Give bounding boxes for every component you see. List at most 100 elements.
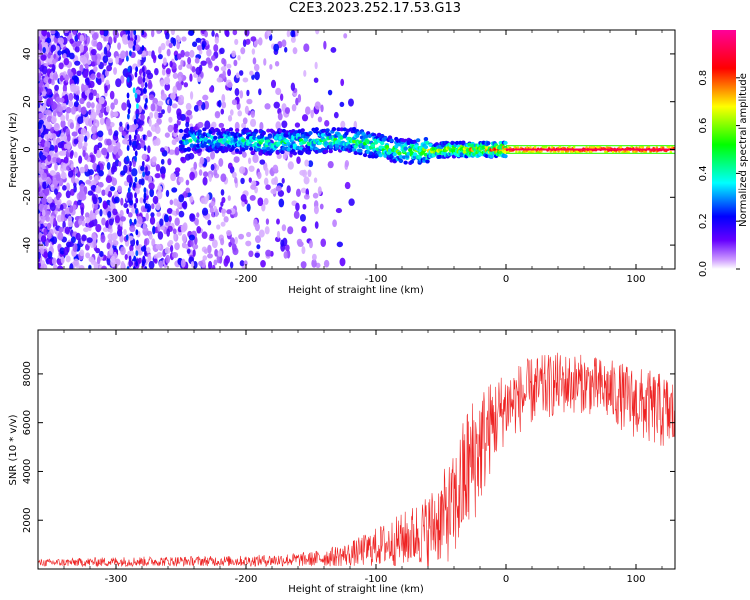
heat-cell: [251, 48, 256, 55]
heat-cell: [486, 141, 491, 146]
heat-cell: [40, 54, 47, 61]
heat-cell: [234, 148, 240, 153]
heat-cell: [214, 36, 220, 44]
heat-cell: [267, 134, 273, 139]
heat-cell: [238, 150, 243, 155]
heat-cell: [250, 184, 257, 190]
heat-cell: [254, 235, 262, 244]
heat-cell: [57, 215, 62, 223]
heat-cell: [115, 55, 119, 65]
heat-cell: [284, 107, 291, 114]
heat-cell: [69, 263, 74, 269]
heat-cell: [529, 146, 532, 149]
heat-cell: [168, 215, 172, 222]
heat-cell: [234, 236, 238, 245]
heat-cell: [344, 160, 350, 168]
heat-cell: [241, 151, 247, 158]
heat-cell: [238, 133, 243, 138]
heat-cell: [261, 131, 266, 136]
heat-cell: [79, 34, 85, 42]
heat-cell: [46, 31, 51, 39]
heat-cell: [146, 130, 152, 138]
heat-cell: [49, 170, 56, 176]
heat-cell: [45, 210, 51, 217]
heat-cell: [227, 81, 233, 89]
heat-cell: [80, 206, 84, 216]
heat-cell: [208, 86, 214, 93]
heat-cell: [118, 125, 124, 133]
heat-cell: [105, 117, 111, 127]
heat-cell: [135, 229, 139, 236]
heat-cell: [334, 143, 340, 148]
heat-cell: [257, 171, 262, 180]
heat-cell: [618, 150, 621, 153]
heat-cell: [301, 225, 307, 234]
heat-cell: [235, 72, 240, 79]
heat-cell: [249, 146, 254, 151]
heat-cell: [193, 161, 198, 170]
colorbar-tick-label: 0.8: [698, 70, 709, 86]
heat-cell: [226, 229, 232, 236]
heat-cell: [249, 70, 254, 76]
heat-cell: [336, 241, 343, 248]
heat-cell: [132, 123, 139, 129]
heat-cell: [80, 127, 87, 136]
heat-cell: [83, 135, 88, 143]
heat-cell: [319, 203, 324, 210]
heat-cell: [53, 110, 57, 118]
heat-cell: [222, 69, 226, 79]
heat-cell: [192, 126, 198, 131]
heat-cell: [50, 46, 54, 53]
snr-series-line: [37, 352, 675, 568]
snr-y-label: SNR (10 * v/v): [8, 414, 19, 485]
heat-cell: [133, 118, 137, 125]
heat-cell: [88, 80, 95, 89]
heat-cell: [106, 256, 111, 266]
heat-cell: [111, 232, 118, 241]
heat-cell: [41, 197, 47, 205]
heat-cell: [259, 159, 266, 165]
heat-cell: [189, 91, 194, 100]
heat-cell: [95, 93, 100, 99]
heat-cell: [554, 150, 557, 154]
heat-cell: [152, 195, 159, 205]
heat-cell: [196, 45, 203, 51]
heat-cell: [165, 214, 169, 223]
heat-cell: [129, 198, 134, 206]
heat-cell: [168, 116, 173, 123]
heat-cell: [222, 138, 227, 143]
heat-cell: [169, 98, 173, 107]
heat-cell: [166, 228, 171, 237]
heat-cell: [263, 197, 269, 205]
heat-cell: [120, 197, 124, 206]
heat-cell: [221, 94, 226, 103]
heat-cell: [160, 158, 165, 165]
heat-cell: [210, 150, 216, 160]
heat-cell: [78, 218, 83, 226]
heat-cell: [330, 47, 337, 53]
heat-cell: [239, 90, 244, 99]
heat-cell: [133, 30, 137, 36]
heat-cell: [351, 147, 357, 152]
heat-cell: [290, 82, 296, 92]
heat-cell: [397, 151, 402, 156]
heat-cell: [83, 141, 88, 148]
heat-cell: [134, 129, 138, 136]
heat-cell: [69, 122, 75, 130]
heat-cell: [38, 251, 41, 260]
heat-cell: [148, 234, 153, 240]
colorbar-gradient: [712, 30, 736, 269]
heat-cell: [70, 106, 77, 115]
heat-cell: [303, 43, 310, 53]
heat-cell: [144, 266, 148, 269]
heat-cell: [92, 162, 98, 170]
x-tick-label: 0: [503, 574, 509, 585]
heat-cell: [126, 266, 130, 269]
heat-cell: [69, 151, 74, 160]
heat-cell: [409, 159, 415, 164]
heat-cell: [74, 178, 80, 184]
heat-cell: [63, 57, 70, 66]
heat-cell: [281, 177, 285, 184]
heat-cell: [247, 157, 252, 165]
heat-cell: [58, 62, 64, 70]
